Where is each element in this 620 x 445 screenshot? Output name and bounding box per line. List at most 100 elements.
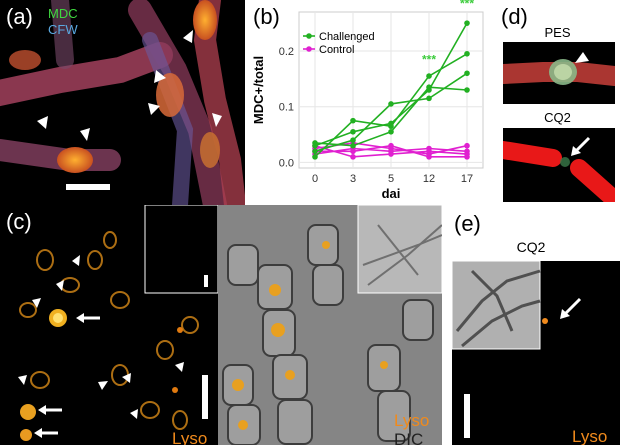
cell-body (200, 132, 220, 168)
stain-label-lyso-e: Lyso (572, 427, 608, 445)
challenged-data-point (350, 142, 356, 149)
legend-label: Challenged (319, 31, 375, 43)
inset-scale-bar (204, 275, 208, 287)
cell-body (193, 0, 217, 40)
control-data-point (464, 142, 470, 149)
line-chart: 0.0 0.1 0.2 0 3 5 12 17 dai MDC+/total ChallengedC… (251, 0, 484, 201)
arrowhead-icon (575, 52, 589, 63)
stain-label-lyso: Lyso (172, 429, 208, 445)
x-tick-label: 5 (388, 173, 394, 185)
challenged-data-point (388, 123, 394, 130)
panel-c-label: (c) (6, 209, 32, 234)
stain-label-lyso-overlay: Lyso (394, 411, 430, 430)
panel-e-label: (e) (454, 211, 481, 236)
challenged-data-point (350, 128, 356, 135)
arrow-icon (571, 146, 581, 156)
arrowhead-markers (37, 30, 222, 141)
scale-bar (464, 394, 470, 438)
inset-frame (357, 205, 442, 294)
arrowhead-icon (56, 280, 64, 291)
y-tick-label: 0.2 (279, 46, 294, 58)
control-data-point (426, 148, 432, 155)
significance-mark: *** (422, 52, 436, 66)
challenged-data-point (350, 117, 356, 124)
arrowhead-icon (32, 298, 41, 308)
panel-c-right-image (218, 205, 442, 445)
challenged-data-point (312, 148, 318, 155)
stain-label-cfw: CFW (48, 22, 78, 37)
challenged-data-point (426, 95, 432, 102)
control-data-point (426, 154, 432, 160)
arrowhead-icon (37, 116, 48, 129)
legend-label: Control (319, 44, 354, 56)
cell-body (9, 50, 41, 70)
stain-label-mdc: MDC (48, 6, 78, 21)
lyso-cell (20, 404, 36, 420)
challenged-data-point (426, 84, 432, 91)
panel-d-bottom-image (503, 128, 615, 202)
challenged-data-point (426, 73, 432, 79)
arrow-markers (40, 316, 100, 435)
x-tick-label: 3 (350, 173, 356, 185)
challenged-data-point (464, 87, 470, 93)
y-tick-label: 0.1 (279, 102, 294, 114)
arrow-icon (560, 309, 570, 319)
x-axis-label: dai (382, 186, 401, 201)
panel-e-title: CQ2 (516, 239, 546, 255)
control-data-point (350, 154, 356, 160)
panel-b-chart: (b) 0.0 0.1 0.2 0 3 5 12 17 dai MDC+/total Challen… (245, 0, 493, 205)
control-data-point (388, 142, 394, 149)
lyso-cell (20, 429, 32, 441)
panel-d-top-image (503, 42, 615, 104)
arrowhead-icon (148, 103, 160, 115)
challenged-data-point (388, 101, 394, 107)
panel-c-fluorescence: (c) Lyso (0, 205, 218, 445)
panel-d-label: (d) (501, 4, 528, 29)
arrowhead-icon (72, 255, 80, 266)
significance-mark: *** (460, 0, 474, 11)
scale-bar (66, 184, 110, 190)
challenged-data-point (464, 20, 470, 26)
panel-e-micrograph: (e) CQ2 Lyso (442, 205, 620, 445)
panel-d-micrographs: (d) PES CQ2 (495, 0, 620, 205)
arrowhead-icon (154, 70, 166, 83)
y-tick-label: 0.0 (279, 157, 294, 169)
cell-body (57, 147, 93, 173)
x-tick-label: 12 (423, 173, 435, 185)
arrow-icon (573, 136, 591, 154)
x-tick-label: 17 (461, 173, 473, 185)
arrowhead-icon (18, 375, 27, 385)
stain-label-dic: DIC (394, 430, 424, 445)
challenged-data-point (464, 70, 470, 77)
scale-bar (202, 375, 208, 419)
panel-d-top-title: PES (544, 25, 571, 40)
panel-b-label: (b) (253, 4, 280, 29)
challenged-data-point (312, 140, 318, 146)
challenged-data-point (388, 128, 394, 135)
arrowhead-markers (18, 255, 184, 419)
arrow-icon (562, 297, 582, 317)
panel-c-left-image (18, 205, 218, 441)
panel-a-micrograph: (a) MDC CFW (0, 0, 245, 205)
arrowhead-icon (183, 30, 193, 43)
panel-a-label: (a) (6, 4, 33, 29)
challenged-data-point (312, 154, 318, 160)
panel-e-image (452, 261, 620, 445)
panel-a-image (0, 0, 245, 205)
arrowhead-icon (98, 381, 108, 390)
arrowhead-icon (80, 128, 90, 141)
legend-swatch-point (306, 46, 312, 52)
lyso-signal (542, 318, 548, 324)
challenged-data-point (464, 50, 470, 57)
arrowhead-icon (122, 373, 131, 383)
panel-c-dic-overlay: Lyso DIC (218, 205, 442, 445)
x-tick-label: 0 (312, 173, 318, 185)
control-data-point (464, 154, 470, 160)
challenged-data-point (350, 137, 356, 143)
control-data-point (350, 148, 356, 155)
arrowhead-icon (130, 409, 138, 419)
arrowhead-icon (175, 362, 184, 372)
panel-d-bottom-title: CQ2 (544, 110, 571, 125)
y-axis-label: MDC+/total (251, 56, 266, 124)
control-data-point (388, 151, 394, 157)
